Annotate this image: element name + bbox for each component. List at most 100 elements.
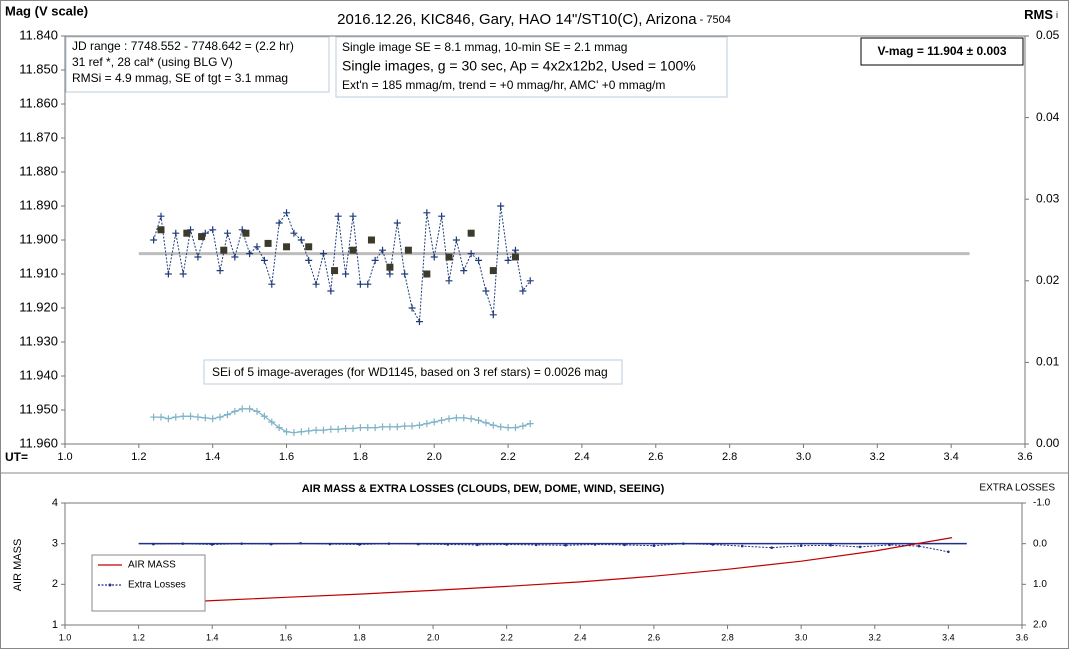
point bbox=[283, 428, 291, 436]
y2-tick-label: -1.0 bbox=[1033, 498, 1051, 509]
point bbox=[297, 236, 305, 244]
y2-tick-label: 2.0 bbox=[1033, 620, 1047, 631]
x-tick-label: 1.0 bbox=[59, 632, 72, 642]
point bbox=[623, 543, 626, 547]
point bbox=[489, 311, 497, 319]
point bbox=[740, 544, 744, 548]
point bbox=[223, 229, 231, 237]
x-tick-label: 1.2 bbox=[132, 632, 145, 642]
point bbox=[519, 422, 527, 430]
title-suffix: - 7504 bbox=[697, 14, 731, 26]
legend-swatch bbox=[108, 583, 112, 587]
y-tick-label: 11.920 bbox=[19, 299, 58, 314]
point bbox=[415, 318, 423, 326]
point bbox=[682, 542, 685, 545]
point bbox=[404, 246, 412, 254]
x-tick-label: 3.2 bbox=[870, 451, 885, 463]
point bbox=[467, 229, 475, 237]
point bbox=[328, 542, 332, 546]
legend-label: Extra Losses bbox=[128, 580, 186, 591]
note-box bbox=[203, 359, 623, 385]
point bbox=[489, 267, 497, 275]
y-tick-label: 11.960 bbox=[19, 435, 58, 450]
point bbox=[264, 239, 272, 247]
point bbox=[475, 543, 479, 547]
point bbox=[253, 243, 261, 251]
point bbox=[327, 425, 335, 433]
point bbox=[356, 280, 364, 288]
point bbox=[393, 423, 401, 431]
point bbox=[423, 270, 431, 278]
x-tick-label: 1.2 bbox=[131, 451, 146, 463]
point bbox=[349, 424, 357, 432]
point bbox=[246, 250, 254, 258]
x-tick-label: 2.8 bbox=[721, 632, 734, 642]
point bbox=[349, 246, 357, 254]
x-tick-label: 2.2 bbox=[500, 451, 515, 463]
point bbox=[711, 543, 715, 546]
x-tick-label: 1.6 bbox=[280, 632, 293, 642]
point bbox=[283, 243, 291, 251]
x-tick-label: 2.8 bbox=[722, 451, 737, 463]
point bbox=[652, 544, 656, 547]
point bbox=[482, 419, 490, 427]
point bbox=[445, 253, 453, 261]
info-text: JD range : 7748.552 - 7748.642 = (2.2 hr… bbox=[72, 39, 294, 53]
x-tick-label: 2.4 bbox=[574, 451, 589, 463]
point bbox=[505, 543, 508, 546]
x-tick-label: 2.0 bbox=[427, 451, 442, 463]
x-tick-label: 2.4 bbox=[574, 632, 587, 642]
info-text: Single images, g = 30 sec, Ap = 4x2x12b2… bbox=[342, 58, 696, 74]
point bbox=[319, 426, 327, 434]
point bbox=[305, 427, 313, 435]
point bbox=[401, 270, 409, 278]
x-tick-label: 2.6 bbox=[648, 451, 663, 463]
point bbox=[379, 246, 387, 254]
point bbox=[408, 304, 416, 312]
point bbox=[150, 236, 158, 244]
x-tick-label: 3.2 bbox=[869, 632, 882, 642]
y2-tick-label: 0.00 bbox=[1036, 436, 1060, 450]
plot-frame bbox=[64, 502, 1023, 626]
y-tick-label: 2 bbox=[52, 578, 58, 590]
point bbox=[511, 253, 519, 261]
point bbox=[179, 412, 187, 420]
point bbox=[157, 413, 165, 421]
y-tick-label: 11.860 bbox=[19, 95, 58, 110]
point bbox=[511, 246, 519, 254]
point bbox=[386, 423, 394, 431]
y2-tick-label: 0.02 bbox=[1036, 273, 1060, 287]
point bbox=[489, 421, 497, 429]
y2-axis-label: RMS i bbox=[1024, 7, 1058, 22]
point bbox=[452, 236, 460, 244]
point bbox=[275, 219, 283, 227]
series-line bbox=[153, 537, 953, 604]
x-tick-label: 2.6 bbox=[648, 632, 661, 642]
y-tick-label: 11.950 bbox=[19, 401, 58, 416]
point bbox=[187, 412, 195, 420]
point bbox=[430, 253, 438, 261]
y-axis-label: Mag (V scale) bbox=[5, 3, 88, 18]
y2-label: RMS bbox=[1024, 7, 1053, 22]
y-tick-label: 11.880 bbox=[19, 163, 58, 178]
point bbox=[438, 416, 446, 424]
point bbox=[386, 263, 394, 271]
point bbox=[799, 544, 803, 547]
point bbox=[216, 413, 224, 421]
point bbox=[269, 542, 273, 546]
point bbox=[393, 219, 401, 227]
point bbox=[445, 277, 453, 285]
point bbox=[172, 413, 180, 421]
y2-tick-label: 0.03 bbox=[1036, 191, 1060, 205]
point bbox=[467, 415, 475, 423]
point bbox=[242, 229, 250, 237]
point bbox=[164, 270, 172, 278]
point bbox=[564, 543, 567, 547]
chart-title: AIR MASS & EXTRA LOSSES (CLOUDS, DEW, DO… bbox=[302, 483, 665, 495]
point bbox=[220, 246, 228, 254]
y2-tick-label: 0.04 bbox=[1036, 110, 1060, 124]
point bbox=[858, 545, 862, 549]
series-line bbox=[153, 205, 531, 324]
point bbox=[356, 424, 364, 432]
x-tick-label: 1.4 bbox=[206, 632, 219, 642]
